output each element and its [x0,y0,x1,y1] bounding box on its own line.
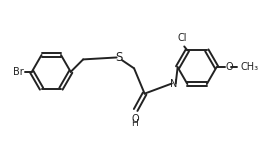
Text: O: O [226,62,233,72]
Text: Cl: Cl [177,33,187,43]
Text: S: S [116,51,123,64]
Text: N: N [170,79,177,89]
Text: CH₃: CH₃ [241,62,259,72]
Text: Br: Br [13,67,24,77]
Text: O: O [131,114,139,124]
Text: H: H [132,119,138,128]
